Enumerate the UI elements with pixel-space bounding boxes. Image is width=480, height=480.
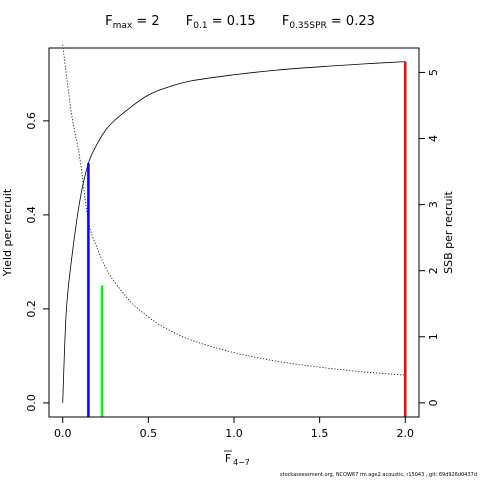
y2-tick-label: 0 <box>427 399 440 406</box>
x-tick-label: 1.0 <box>225 427 243 440</box>
y2-tick-label: 3 <box>427 201 440 208</box>
fmax-symbol: F <box>105 14 113 29</box>
ssb-per-recruit-line <box>62 44 406 376</box>
fspr-subscript: 0.35SPR <box>289 21 327 31</box>
x-tick-label: 0.5 <box>140 427 158 440</box>
f01-symbol: F <box>185 14 194 29</box>
y2-axis-label: SSB per recruit <box>442 190 455 273</box>
y-tick-label: 0.6 <box>25 112 38 129</box>
footer-note: stockassessment.org, NCOW67 rm age2 acou… <box>280 472 477 478</box>
f01-value: = 0.15 <box>207 14 256 29</box>
y2-tick-label: 2 <box>427 267 440 274</box>
f01-label: F0.1 = 0.15 <box>185 14 256 31</box>
x-tick-label: 2.0 <box>397 427 415 440</box>
x-axis-label-symbol: F <box>225 452 231 465</box>
x-tick-label: 0.0 <box>54 427 72 440</box>
yield-per-recruit-line <box>62 61 406 403</box>
fmax-subscript: max <box>112 21 133 31</box>
y-tick-label: 0.2 <box>25 300 38 318</box>
fmax-label: Fmax = 2 <box>105 14 160 31</box>
x-tick-label: 1.5 <box>311 427 329 440</box>
fspr-value: = 0.23 <box>326 14 375 29</box>
fspr-label: F0.35SPR = 0.23 <box>281 14 375 31</box>
y2-tick-label: 4 <box>427 135 440 142</box>
f01-subscript: 0.1 <box>193 21 208 31</box>
y-tick-label: 0.4 <box>25 206 38 224</box>
x-axis-label: F 4−7 <box>224 450 250 467</box>
y-tick-label: 0.0 <box>25 394 38 412</box>
fmax-value: = 2 <box>132 14 160 29</box>
x-axis-label-subscript: 4−7 <box>233 458 250 467</box>
fspr-symbol: F <box>281 14 290 29</box>
y-axis-label: Yield per recruit <box>1 188 14 277</box>
plot-area <box>62 44 407 417</box>
y2-tick-label: 1 <box>427 333 440 340</box>
plot-frame <box>48 47 420 418</box>
axes: 0.0 0.5 1.0 1.5 2.0 0.0 0.2 0.4 0.6 0 1 2 3 4 5 Yield p… <box>1 47 455 467</box>
chart-title: Fmax = 2 F0.1 = 0.15 F0.35SPR = 0.23 <box>0 14 480 31</box>
y2-tick-label: 5 <box>427 69 440 76</box>
